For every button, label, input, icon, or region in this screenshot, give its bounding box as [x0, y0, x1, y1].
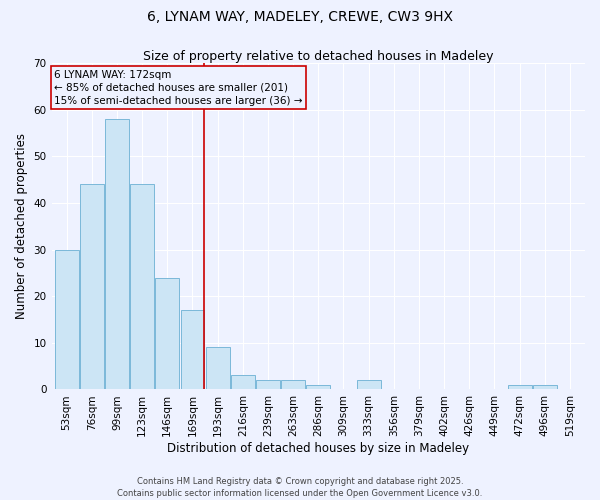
Bar	[256, 380, 280, 390]
Bar	[356, 380, 380, 390]
Bar	[508, 385, 532, 390]
Bar	[206, 348, 230, 390]
Title: Size of property relative to detached houses in Madeley: Size of property relative to detached ho…	[143, 50, 494, 63]
Bar	[231, 376, 255, 390]
Bar	[80, 184, 104, 390]
Bar	[307, 385, 330, 390]
Text: 6 LYNAM WAY: 172sqm
← 85% of detached houses are smaller (201)
15% of semi-detac: 6 LYNAM WAY: 172sqm ← 85% of detached ho…	[54, 70, 303, 106]
Bar	[155, 278, 179, 390]
Bar	[181, 310, 205, 390]
Bar	[130, 184, 154, 390]
X-axis label: Distribution of detached houses by size in Madeley: Distribution of detached houses by size …	[167, 442, 469, 455]
Bar	[105, 119, 129, 390]
Bar	[55, 250, 79, 390]
Y-axis label: Number of detached properties: Number of detached properties	[15, 133, 28, 319]
Text: 6, LYNAM WAY, MADELEY, CREWE, CW3 9HX: 6, LYNAM WAY, MADELEY, CREWE, CW3 9HX	[147, 10, 453, 24]
Bar	[281, 380, 305, 390]
Text: Contains HM Land Registry data © Crown copyright and database right 2025.
Contai: Contains HM Land Registry data © Crown c…	[118, 476, 482, 498]
Bar	[533, 385, 557, 390]
